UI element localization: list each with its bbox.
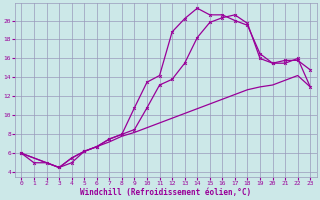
X-axis label: Windchill (Refroidissement éolien,°C): Windchill (Refroidissement éolien,°C) [80,188,252,197]
